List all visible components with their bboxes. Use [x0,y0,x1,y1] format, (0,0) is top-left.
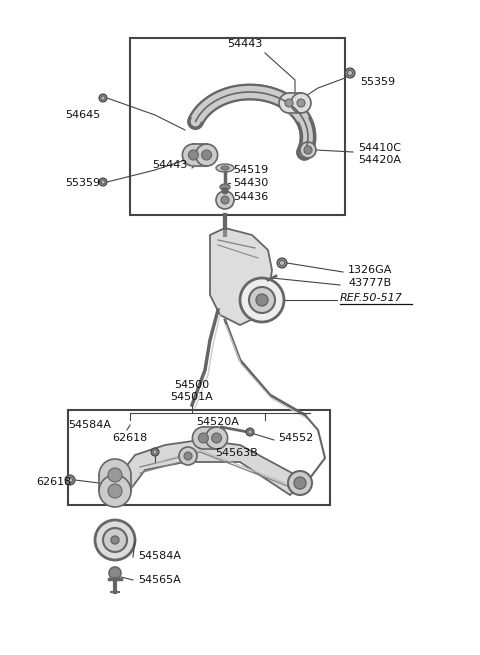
Bar [193,144,206,166]
Text: 62618: 62618 [112,433,147,443]
Text: 54430: 54430 [233,178,268,188]
Bar [130,38,345,215]
Circle shape [345,68,355,78]
Circle shape [184,452,192,460]
Text: 54565A: 54565A [138,575,181,585]
Circle shape [279,261,285,265]
Circle shape [108,468,122,482]
Circle shape [202,150,212,160]
Circle shape [216,191,234,209]
Text: 54563B: 54563B [215,448,258,458]
Text: 62618: 62618 [36,477,71,487]
Circle shape [304,146,312,154]
Text: REF.50-517: REF.50-517 [340,293,403,303]
Text: 54436: 54436 [233,192,268,202]
Text: 54520A: 54520A [196,417,239,427]
Circle shape [95,520,135,560]
Text: 54552: 54552 [278,433,313,443]
Circle shape [109,567,121,579]
Circle shape [294,477,306,489]
Circle shape [99,94,107,102]
Circle shape [300,142,316,158]
Circle shape [99,178,107,186]
Circle shape [179,447,197,465]
Circle shape [277,258,287,268]
Text: 54410C: 54410C [358,143,401,153]
Ellipse shape [216,164,234,172]
Circle shape [182,144,204,166]
Bar [99,475,131,491]
Polygon shape [210,228,272,325]
Circle shape [249,287,275,313]
Circle shape [101,180,105,184]
Circle shape [198,433,208,443]
Circle shape [68,477,72,483]
Circle shape [348,71,352,75]
Circle shape [108,484,122,498]
Text: 54519: 54519 [233,165,268,175]
Circle shape [285,99,293,107]
Text: 55359: 55359 [360,77,395,87]
Circle shape [222,188,228,194]
Circle shape [65,475,75,485]
Circle shape [248,430,252,434]
Text: 54443: 54443 [228,39,263,49]
Text: 54443: 54443 [152,160,187,170]
Circle shape [212,433,222,443]
Text: 54584A: 54584A [68,420,111,430]
Text: 55359: 55359 [65,178,100,188]
Circle shape [153,450,157,454]
Text: 54420A: 54420A [358,155,401,165]
Circle shape [188,150,198,160]
Ellipse shape [221,166,229,170]
Circle shape [151,448,159,456]
Polygon shape [190,85,310,122]
Circle shape [196,144,217,166]
Ellipse shape [220,184,230,190]
Text: 54645: 54645 [65,110,100,120]
Circle shape [297,99,305,107]
Bar [204,427,216,449]
Circle shape [246,428,254,436]
Circle shape [99,459,131,491]
Circle shape [111,536,119,544]
Text: 43777B: 43777B [348,278,391,288]
Polygon shape [108,440,305,500]
Text: 54500: 54500 [174,380,210,390]
Circle shape [279,93,299,113]
Text: 54584A: 54584A [138,551,181,561]
Circle shape [192,427,215,449]
Bar [289,93,301,113]
Circle shape [103,528,127,552]
Text: 1326GA: 1326GA [348,265,392,275]
Text: 54501A: 54501A [170,392,214,402]
Circle shape [291,93,311,113]
Circle shape [240,278,284,322]
Circle shape [288,471,312,495]
Circle shape [256,294,268,306]
Circle shape [205,427,228,449]
Circle shape [101,96,105,100]
Bar [68,410,330,505]
Circle shape [99,475,131,507]
Circle shape [221,196,229,204]
